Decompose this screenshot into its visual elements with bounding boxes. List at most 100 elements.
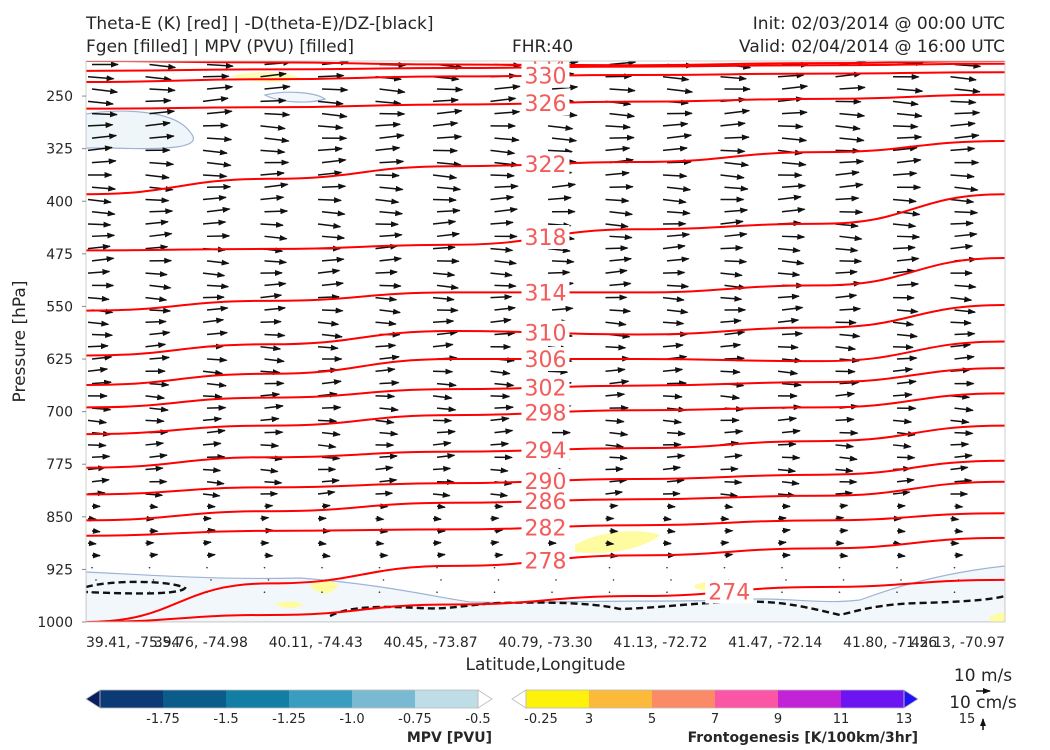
wind-vector — [892, 170, 918, 177]
valid-time: Valid: 02/04/2014 @ 16:00 UTC — [739, 37, 1005, 57]
init-time: Init: 02/03/2014 @ 00:00 UTC — [752, 14, 1005, 34]
wind-vector — [202, 416, 223, 423]
wind-vector — [666, 308, 689, 315]
wind-vector — [91, 232, 116, 239]
wind-vector — [263, 591, 266, 593]
wind-vector — [896, 454, 916, 461]
y-tick-label: 850 — [46, 510, 73, 526]
wind-vector — [490, 540, 500, 546]
wind-vector — [954, 453, 973, 460]
wind-vector — [321, 307, 344, 314]
wind-vector — [436, 231, 461, 238]
y-tick-label: 475 — [46, 247, 73, 263]
wind-vector — [321, 455, 341, 461]
wind-vector — [666, 159, 692, 166]
wind-vector — [724, 231, 748, 238]
wind-vector — [835, 222, 859, 229]
wind-vector — [260, 71, 287, 78]
fgen-colorbar-swatch — [526, 690, 590, 708]
wind-vector — [896, 308, 919, 315]
wind-vector — [494, 330, 516, 337]
wind-vector — [206, 330, 229, 337]
wind-vector — [436, 503, 446, 510]
wind-vector — [91, 133, 118, 140]
wind-vector — [432, 219, 457, 226]
wind-vector — [145, 120, 171, 127]
wind-vector — [91, 453, 111, 460]
wind-vector — [149, 406, 169, 413]
wind-vector — [666, 209, 691, 216]
wind-vector — [551, 305, 574, 312]
wind-vector — [605, 320, 627, 327]
wind-vector — [87, 442, 107, 449]
wind-vector — [896, 233, 921, 240]
wind-vector — [432, 465, 452, 472]
wind-vector — [206, 108, 233, 115]
wind-vector — [490, 492, 509, 498]
wind-vector — [777, 369, 799, 376]
wind-vector — [555, 579, 557, 581]
wind-vector — [835, 467, 854, 474]
wind-vector — [378, 566, 381, 569]
wind-vector — [317, 320, 340, 327]
wind-vector — [379, 232, 403, 239]
wind-vector — [264, 235, 288, 241]
contour-label-bg — [521, 91, 570, 116]
wind-vector — [432, 196, 458, 203]
wind-vector — [206, 356, 228, 363]
wind-vector — [87, 540, 97, 547]
wind-vector — [264, 182, 289, 189]
wind-vector — [87, 145, 113, 152]
wind-vector — [149, 354, 171, 361]
wind-vector — [379, 406, 399, 413]
y-tick-label: 925 — [46, 562, 73, 578]
wind-vector — [781, 305, 804, 312]
wind-vector — [551, 258, 575, 265]
wind-vector — [87, 320, 110, 327]
wind-vector — [321, 591, 323, 593]
contour-label: 278 — [525, 550, 567, 575]
wind-vector — [149, 452, 168, 459]
wind-vector — [321, 404, 342, 411]
fgen-colorbar-frame — [525, 689, 905, 709]
wind-vector — [605, 197, 630, 204]
wind-vector — [954, 406, 974, 413]
wind-vector — [666, 231, 691, 238]
wind-vector — [260, 221, 284, 228]
wind-vector — [375, 515, 385, 522]
wind-vector — [490, 194, 515, 201]
wind-vector — [781, 381, 803, 388]
wind-vector — [781, 454, 801, 461]
wind-vector — [490, 441, 510, 448]
wind-vector — [954, 109, 981, 116]
wind-vector — [149, 307, 172, 314]
fgen-colorbar-tick-label: 9 — [774, 712, 782, 727]
wind-vector — [720, 394, 741, 401]
wind-vector — [609, 256, 633, 263]
wind-vector — [835, 442, 855, 449]
fgen-colorbar-swatch — [652, 690, 716, 708]
wind-vector — [260, 97, 287, 104]
wind-vector — [321, 256, 345, 263]
wind-vector — [87, 221, 112, 228]
contour-label-bg — [521, 320, 570, 345]
wind-vector — [145, 219, 169, 226]
fgen-colorbar-tick-label: 11 — [833, 712, 850, 727]
wind-vector — [149, 87, 176, 94]
y-tick-label: 700 — [46, 405, 73, 421]
wind-vector — [206, 381, 227, 388]
wind-vector — [662, 342, 684, 349]
shaded-region — [86, 110, 194, 150]
shaded-region — [310, 580, 338, 594]
wind-vector — [838, 591, 841, 593]
wind-vector — [892, 366, 914, 373]
dashed-contour — [329, 594, 1005, 618]
wind-vector — [954, 430, 974, 437]
wind-vector — [950, 198, 975, 205]
y-axis-label: Pressure [hPa] — [10, 281, 30, 403]
wind-vector — [317, 100, 344, 107]
wind-vector — [494, 552, 504, 559]
wind-vector — [892, 197, 917, 204]
wind-vector — [202, 317, 225, 324]
